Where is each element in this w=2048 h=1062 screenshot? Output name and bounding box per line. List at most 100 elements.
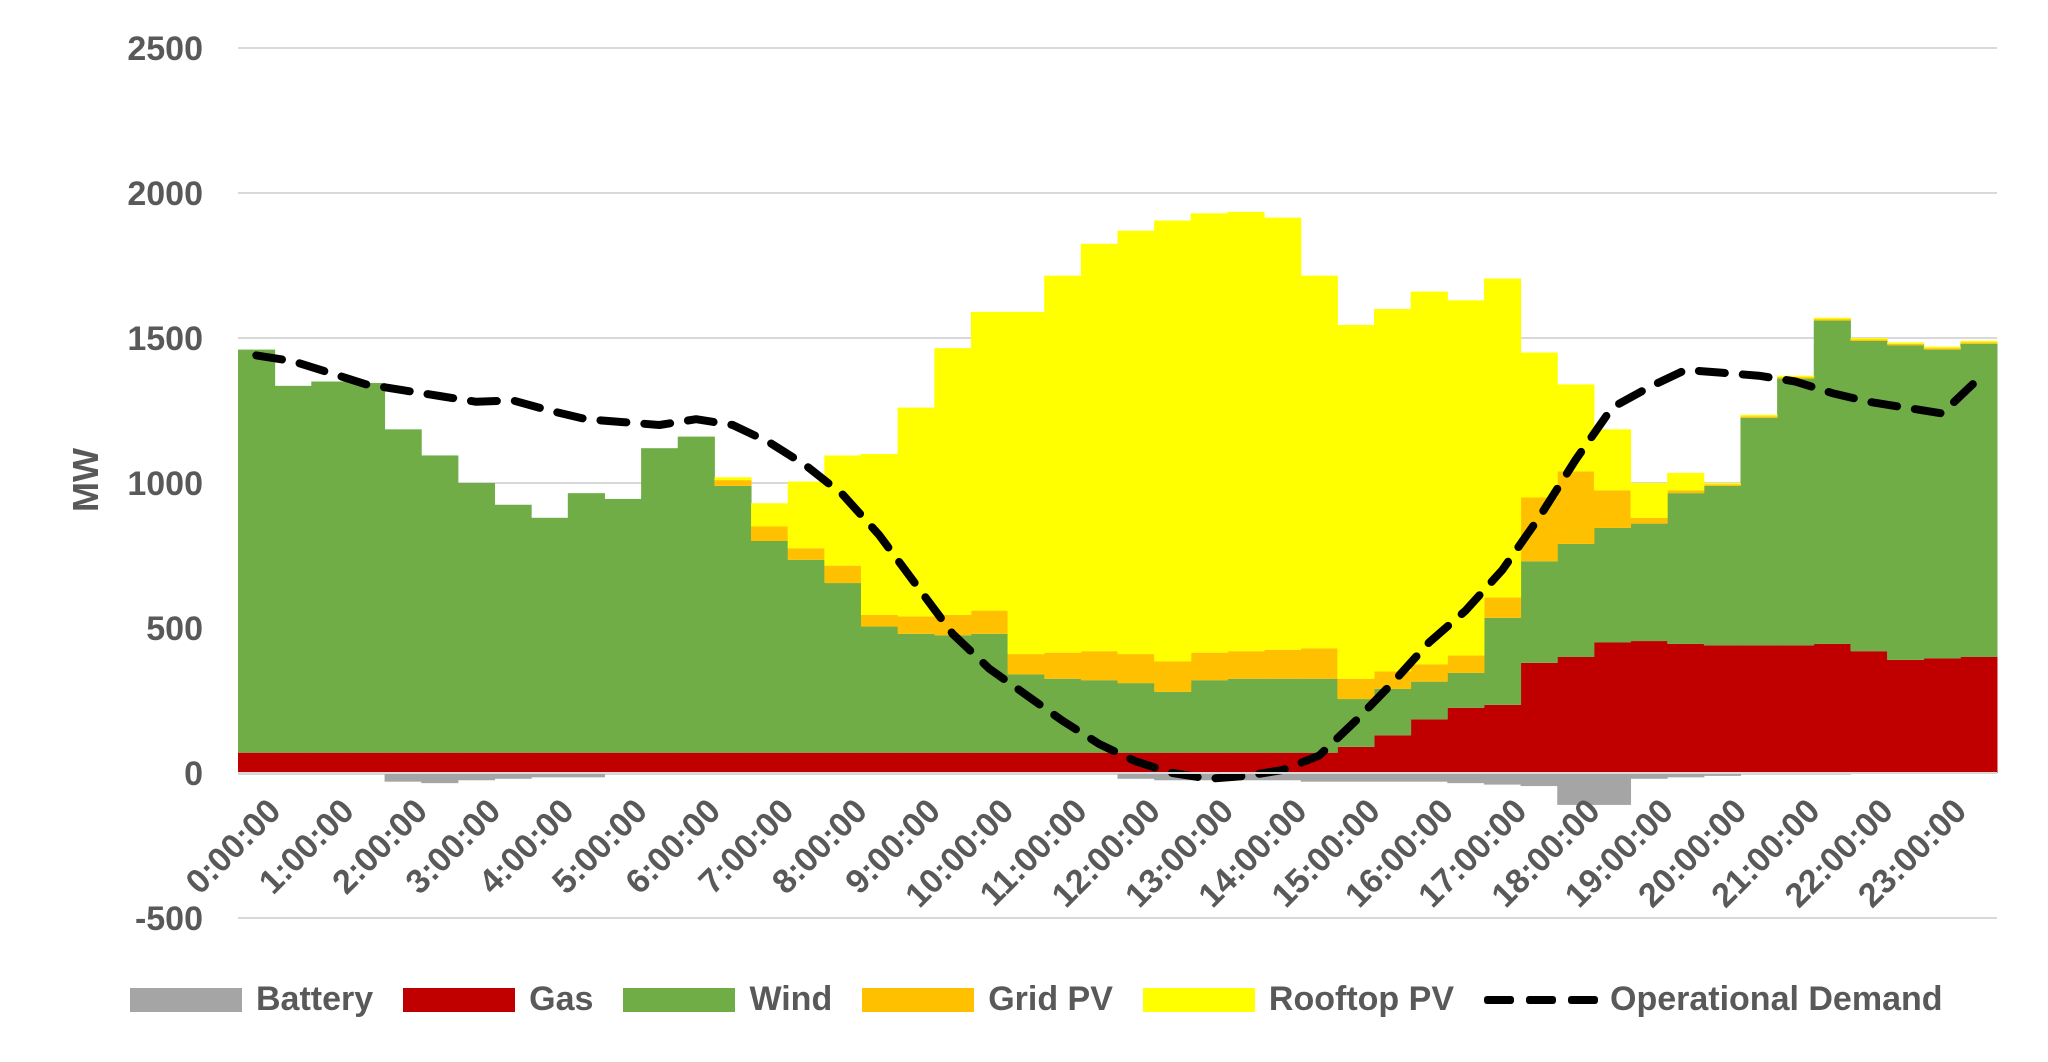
- gas-bar: [1007, 752, 1045, 773]
- wind-bar: [1044, 678, 1082, 753]
- battery-bar: [1300, 773, 1338, 782]
- gas-bar: [1703, 645, 1741, 773]
- wind-bar: [1740, 417, 1778, 646]
- wind-bar: [1960, 343, 1998, 657]
- demand-polyline: [252, 351, 1983, 783]
- gas-bar: [751, 752, 789, 773]
- gas-bar: [1044, 752, 1082, 773]
- wind-bar: [787, 559, 825, 753]
- battery-bar: [1374, 773, 1412, 782]
- rooftop-pv-bar: [970, 311, 1009, 611]
- wind-bar: [604, 498, 642, 753]
- grid-pv-bar: [1887, 343, 1925, 346]
- rooftop-pv-bar: [1703, 483, 1741, 485]
- battery-bar: [567, 773, 605, 778]
- gas-bar: [494, 752, 532, 773]
- wind-bar: [1630, 523, 1668, 642]
- battery-bar: [457, 773, 496, 781]
- y-tick-label: 1000: [127, 465, 203, 503]
- grid-pv-bar: [970, 610, 1009, 634]
- grid-pv-bar: [714, 480, 752, 486]
- gas-bar: [1557, 657, 1595, 773]
- legend-item-operational-demand: Operational Demand: [1484, 980, 1943, 1019]
- grid-pv-bar: [1630, 517, 1668, 524]
- wind-bar: [1483, 617, 1522, 705]
- battery-bar: [1630, 773, 1668, 779]
- legend-item-gas: Gas: [403, 980, 593, 1019]
- gas-bar: [567, 752, 605, 773]
- grid-pv-bar: [1960, 342, 1998, 344]
- gas-bar: [897, 752, 935, 773]
- wind-bar: [1447, 672, 1485, 708]
- wind-bar: [1703, 485, 1741, 646]
- wind-bar: [1154, 691, 1192, 753]
- grid-pv-bar: [1703, 484, 1741, 486]
- grid-pv-bar: [1447, 655, 1485, 673]
- rooftop-pv-bar: [934, 348, 972, 615]
- rooftop-pv-bar: [787, 481, 825, 549]
- battery-bar: [1520, 773, 1558, 787]
- wind-bar: [970, 633, 1009, 753]
- legend-swatch-icon: [403, 987, 516, 1012]
- stacked-areas: [238, 211, 1998, 805]
- legend-item-battery: Battery: [130, 980, 373, 1019]
- gas-bar: [1080, 752, 1118, 773]
- rooftop-pv-bar: [1447, 300, 1485, 656]
- gas-bar: [347, 752, 386, 773]
- gas-bar: [1960, 657, 1998, 773]
- grid-pv-bar: [787, 548, 825, 560]
- wind-bar: [1410, 681, 1448, 720]
- y-tick-label: 2000: [127, 175, 203, 213]
- rooftop-pv-bar: [1300, 275, 1338, 649]
- gas-bar: [1227, 752, 1265, 773]
- legend-swatch-icon: [1142, 987, 1255, 1012]
- battery-bar: [1557, 773, 1595, 805]
- rooftop-pv-bar: [1740, 414, 1778, 417]
- gas-bar: [970, 752, 1009, 773]
- x-axis-ticks: 0:00:001:00:002:00:003:00:004:00:005:00:…: [179, 792, 1974, 915]
- wind-bar: [1593, 527, 1632, 643]
- y-tick-label: 500: [146, 610, 203, 648]
- grid-pv-bar: [751, 526, 789, 541]
- gas-bar: [714, 752, 752, 773]
- rooftop-pv-bar: [1483, 278, 1522, 598]
- gas-bar: [1630, 641, 1668, 773]
- gas-bar: [274, 752, 312, 773]
- y-tick-label: -500: [135, 900, 203, 938]
- grid-pv-bar: [1923, 348, 1961, 350]
- wind-bar: [421, 455, 459, 753]
- grid-pv-bar: [1007, 654, 1045, 675]
- legend-item-rooftop-pv: Rooftop PV: [1142, 980, 1454, 1019]
- battery-bar: [1667, 773, 1705, 778]
- wind-bar: [1777, 378, 1815, 646]
- wind-bar: [824, 583, 862, 753]
- battery-bar: [1593, 773, 1632, 805]
- legend-swatch-icon: [623, 987, 736, 1012]
- wind-bar: [1887, 345, 1925, 660]
- grid-pv-bar: [1740, 416, 1778, 418]
- wind-bar: [311, 381, 349, 753]
- legend-dashed-line-icon: [1484, 988, 1598, 1012]
- legend-swatch-icon: [130, 987, 242, 1012]
- legend: Battery Gas Wind Grid PV Rooftop PV Operation…: [130, 980, 1973, 1019]
- gas-bar: [1374, 735, 1412, 773]
- battery-bar: [1190, 773, 1228, 781]
- legend-label: Rooftop PV: [1268, 980, 1454, 1018]
- gas-bar: [1593, 642, 1632, 773]
- wind-bar: [1667, 493, 1705, 644]
- battery-bar: [1117, 773, 1155, 779]
- gas-bar: [1887, 659, 1925, 773]
- gas-bar: [860, 752, 899, 773]
- wind-bar: [1007, 674, 1045, 753]
- wind-bar: [677, 436, 715, 753]
- grid-pv-bar: [1227, 651, 1265, 679]
- wind-bar: [714, 485, 752, 753]
- rooftop-pv-bar: [1337, 324, 1375, 679]
- wind-bar: [751, 541, 789, 753]
- battery-bar: [1483, 773, 1522, 785]
- wind-bar: [567, 493, 605, 753]
- grid-pv-bar: [1337, 678, 1375, 700]
- wind-bar: [1850, 340, 1888, 652]
- grid-pv-bar: [1850, 339, 1888, 341]
- gas-bar: [604, 752, 642, 773]
